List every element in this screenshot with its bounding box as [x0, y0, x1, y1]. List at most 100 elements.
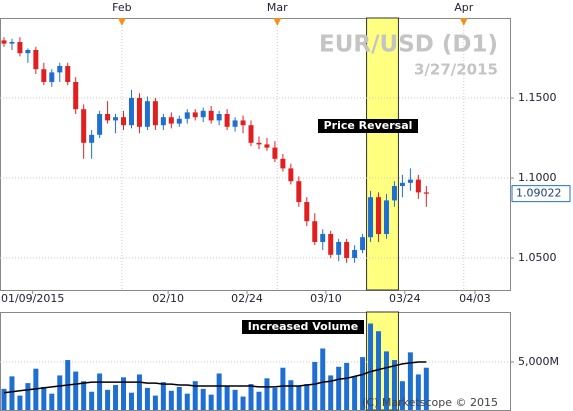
volume-bar	[216, 373, 222, 410]
candle-body	[81, 109, 87, 143]
volume-bar	[312, 361, 318, 410]
month-marker	[273, 18, 282, 26]
volume-bar	[113, 385, 119, 410]
volume-bar	[232, 389, 238, 410]
candle-body	[224, 114, 230, 127]
candle-body	[184, 112, 190, 119]
candle-body	[192, 112, 198, 118]
volume-bar	[184, 393, 190, 410]
volume-bar	[73, 371, 79, 410]
volume-bar	[376, 331, 382, 410]
volume-bar	[81, 381, 87, 410]
candle-body	[176, 118, 182, 124]
candle-body	[383, 200, 389, 234]
volume-bar	[192, 381, 198, 410]
candle-body	[376, 197, 382, 234]
annotation-box	[318, 119, 418, 133]
top-tick-label: Feb	[112, 1, 131, 14]
candle-body	[128, 98, 134, 126]
volume-bar	[320, 348, 326, 410]
candle-body	[89, 134, 95, 143]
y-tick-label: 1.1000	[518, 171, 557, 184]
candle-body	[33, 50, 39, 70]
volume-bar	[105, 389, 111, 410]
volume-bar	[264, 378, 270, 410]
month-marker	[117, 18, 126, 26]
volume-bar	[415, 374, 421, 410]
x-tick-label: 02/24	[231, 292, 263, 305]
candle-body	[272, 147, 278, 159]
volume-bar	[9, 376, 15, 410]
candle-body	[415, 179, 421, 193]
volume-bar	[144, 387, 150, 410]
volume-bar	[344, 362, 350, 410]
candle-body	[136, 98, 142, 127]
candle-body	[264, 144, 270, 148]
volume-bar	[25, 383, 31, 410]
candle-body	[144, 101, 150, 127]
chart-subtitle: 3/27/2015	[414, 61, 498, 79]
volume-bar	[200, 388, 206, 410]
x-tick-label: 03/24	[389, 292, 421, 305]
candle-body	[17, 42, 23, 54]
x-tick-label: 03/10	[310, 292, 342, 305]
candle-body	[407, 179, 413, 183]
candle-body	[240, 120, 246, 126]
x-tick-label: 01/09/2015	[1, 292, 64, 305]
highlight-band	[366, 17, 399, 291]
top-tick-label: Mar	[267, 1, 288, 14]
annotation-label: Increased Volume	[248, 320, 358, 333]
candle-body	[248, 125, 254, 143]
volume-bar	[272, 387, 278, 410]
candle-body	[73, 82, 79, 110]
volume-bar	[176, 386, 182, 410]
chart-title: EUR/USD (D1)	[319, 32, 498, 58]
candle-body	[280, 158, 286, 169]
month-marker	[459, 18, 468, 26]
volume-bar	[49, 393, 55, 410]
volume-bar	[296, 385, 302, 410]
candle-body	[160, 117, 166, 126]
volume-bar	[41, 386, 47, 410]
candle-body	[328, 234, 334, 255]
candle-body	[288, 168, 294, 182]
candle-body	[344, 242, 350, 258]
candle-body	[105, 114, 111, 121]
volume-bar	[423, 367, 429, 410]
volume-bar	[407, 352, 413, 410]
candle-body	[57, 66, 63, 73]
volume-bar	[17, 395, 23, 410]
candle-body	[9, 42, 15, 44]
annotation-box	[242, 320, 364, 334]
volume-bar	[383, 351, 389, 410]
volume-bar	[97, 373, 103, 410]
candle-body	[391, 186, 397, 201]
candle-body	[320, 234, 326, 242]
candle-body	[423, 192, 429, 194]
volume-ma-line	[3, 361, 427, 394]
volume-bar	[336, 366, 342, 410]
volume-bar	[280, 367, 286, 410]
x-tick-label: 04/03	[459, 292, 491, 305]
y-tick-label: 1.0500	[518, 251, 557, 264]
candle-body	[296, 181, 302, 202]
volume-bar	[391, 360, 397, 410]
volume-bar	[168, 390, 174, 410]
volume-bar	[328, 375, 334, 410]
annotation-label: Price Reversal	[324, 119, 413, 132]
y-tick-label: 5,000M	[518, 355, 559, 368]
volume-bar	[57, 375, 63, 410]
x-tick-label: 02/10	[152, 292, 184, 305]
candle-body	[97, 114, 103, 135]
last-price-box	[511, 185, 571, 203]
candle-body	[49, 72, 55, 82]
copyright: (C) Marketscope © 2015	[362, 396, 498, 409]
volume-bar	[152, 395, 158, 410]
candle-body	[256, 142, 262, 145]
volume-bar	[360, 357, 366, 410]
top-tick-label: Apr	[454, 1, 474, 14]
candle-body	[1, 40, 7, 44]
